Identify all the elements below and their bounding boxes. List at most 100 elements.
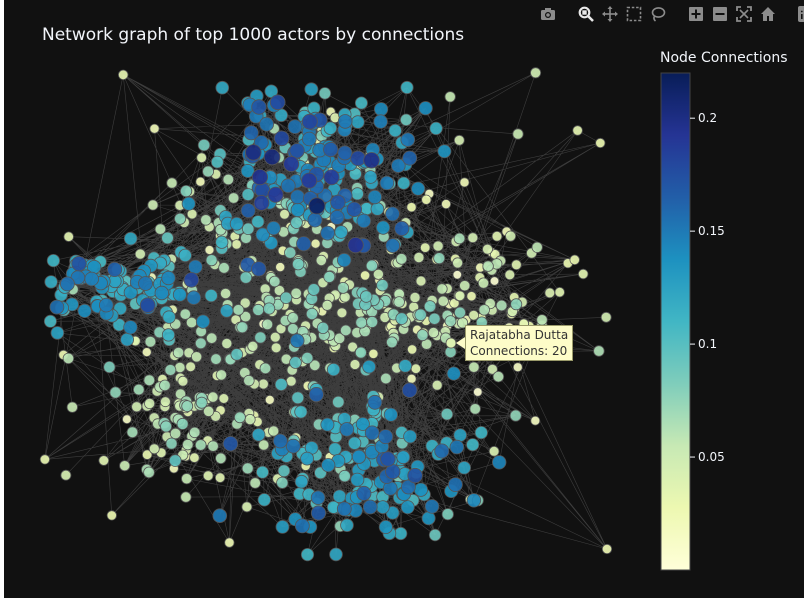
actor-node[interactable] (307, 283, 321, 296)
actor-node[interactable] (329, 209, 345, 225)
actor-node[interactable] (468, 309, 480, 321)
actor-node[interactable] (212, 508, 228, 524)
actor-node[interactable] (315, 254, 327, 266)
actor-node[interactable] (60, 276, 75, 292)
actor-node[interactable] (294, 474, 309, 489)
actor-node[interactable] (474, 425, 488, 440)
actor-node[interactable] (241, 462, 254, 475)
actor-node[interactable] (253, 194, 270, 211)
actor-node[interactable] (290, 189, 305, 205)
actor-node[interactable] (144, 335, 157, 348)
actor-node[interactable] (355, 316, 368, 329)
actor-node[interactable] (321, 458, 336, 473)
actor-node[interactable] (491, 231, 503, 242)
actor-node[interactable] (346, 201, 363, 218)
actor-node[interactable] (144, 397, 156, 409)
actor-node[interactable] (354, 96, 368, 110)
actor-node[interactable] (359, 270, 371, 281)
actor-node[interactable] (98, 455, 110, 466)
actor-node[interactable] (364, 425, 380, 441)
actor-node[interactable] (275, 520, 290, 534)
actor-node[interactable] (183, 272, 200, 288)
actor-node[interactable] (200, 214, 212, 226)
actor-node[interactable] (240, 203, 256, 219)
actor-node[interactable] (354, 346, 367, 359)
actor-node[interactable] (185, 361, 196, 373)
actor-node[interactable] (119, 460, 131, 472)
actor-node[interactable] (169, 427, 182, 440)
actor-node[interactable] (180, 491, 192, 503)
autoscale-icon[interactable] (735, 5, 753, 23)
actor-node[interactable] (166, 177, 178, 189)
actor-node[interactable] (351, 449, 366, 464)
actor-node[interactable] (413, 482, 428, 497)
actor-node[interactable] (418, 101, 433, 116)
actor-node[interactable] (274, 377, 288, 391)
actor-node[interactable] (194, 337, 207, 350)
actor-node[interactable] (207, 440, 219, 452)
actor-node[interactable] (214, 472, 226, 483)
actor-node[interactable] (210, 353, 222, 365)
actor-node[interactable] (168, 454, 182, 467)
actor-node[interactable] (403, 429, 418, 444)
actor-node[interactable] (428, 312, 441, 325)
actor-node[interactable] (440, 408, 454, 421)
actor-node[interactable] (509, 409, 522, 422)
actor-node[interactable] (363, 170, 378, 184)
actor-node[interactable] (66, 401, 78, 413)
actor-node[interactable] (141, 449, 153, 460)
actor-node[interactable] (309, 359, 321, 372)
actor-node[interactable] (467, 232, 479, 244)
actor-node[interactable] (468, 361, 480, 373)
actor-node[interactable] (224, 537, 235, 548)
actor-node[interactable] (601, 543, 613, 555)
actor-node[interactable] (289, 143, 305, 159)
actor-node[interactable] (375, 220, 391, 235)
actor-node[interactable] (279, 291, 293, 305)
actor-node[interactable] (165, 437, 178, 450)
actor-node[interactable] (239, 297, 251, 309)
actor-node[interactable] (572, 125, 583, 136)
actor-node[interactable] (447, 477, 463, 493)
actor-node[interactable] (323, 141, 339, 158)
actor-node[interactable] (380, 451, 396, 467)
actor-node[interactable] (318, 87, 332, 100)
actor-node[interactable] (400, 113, 413, 127)
actor-node[interactable] (433, 252, 446, 265)
actor-node[interactable] (277, 464, 291, 478)
plot-area[interactable]: 0.05 0.1 0.15 0.2 Network graph of top 1000… (4, 0, 804, 598)
actor-node[interactable] (349, 359, 361, 370)
actor-node[interactable] (593, 345, 605, 357)
actor-node[interactable] (512, 128, 524, 140)
actor-node[interactable] (569, 254, 580, 265)
actor-node[interactable] (308, 386, 324, 403)
actor-node[interactable] (99, 297, 114, 313)
actor-node[interactable] (285, 438, 301, 454)
actor-node[interactable] (272, 433, 288, 449)
actor-node[interactable] (347, 436, 362, 450)
actor-node[interactable] (415, 275, 427, 287)
actor-node[interactable] (263, 148, 281, 166)
actor-node[interactable] (120, 332, 134, 347)
actor-node[interactable] (177, 375, 189, 387)
actor-node[interactable] (202, 470, 214, 482)
actor-node[interactable] (220, 287, 232, 300)
actor-node[interactable] (154, 285, 170, 301)
actor-node[interactable] (495, 299, 508, 312)
actor-node[interactable] (337, 281, 350, 294)
actor-node[interactable] (300, 547, 315, 562)
actor-node[interactable] (332, 395, 345, 409)
actor-node[interactable] (301, 351, 314, 365)
actor-node[interactable] (434, 443, 450, 459)
actor-node[interactable] (469, 403, 481, 415)
actor-node[interactable] (385, 206, 400, 222)
reset-axes-icon[interactable] (759, 5, 777, 23)
actor-node[interactable] (459, 280, 471, 292)
actor-node[interactable] (400, 500, 415, 515)
actor-node[interactable] (161, 328, 176, 342)
actor-node[interactable] (308, 197, 326, 215)
actor-node[interactable] (300, 451, 315, 466)
actor-node[interactable] (397, 176, 411, 190)
actor-node[interactable] (466, 291, 477, 302)
actor-node[interactable] (512, 362, 523, 373)
